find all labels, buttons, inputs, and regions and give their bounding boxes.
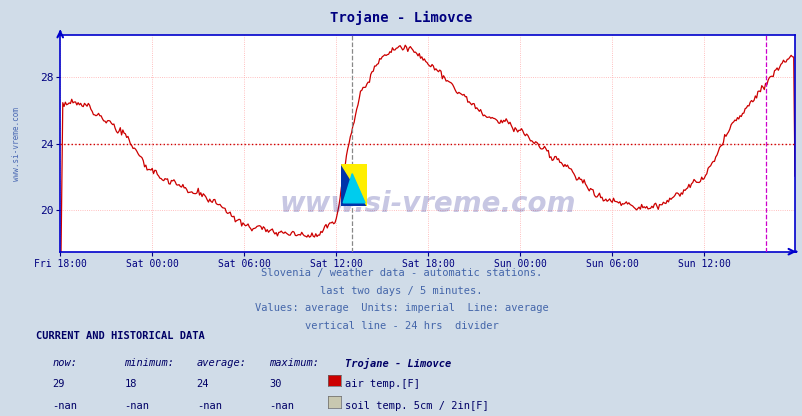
Text: soil temp. 5cm / 2in[F]: soil temp. 5cm / 2in[F] [345,401,488,411]
Text: Trojane - Limovce: Trojane - Limovce [345,358,451,369]
Text: now:: now: [52,358,77,368]
Text: Slovenia / weather data - automatic stations.: Slovenia / weather data - automatic stat… [261,268,541,278]
Text: last two days / 5 minutes.: last two days / 5 minutes. [320,286,482,296]
Text: air temp.[F]: air temp.[F] [345,379,419,389]
Text: 29: 29 [52,379,65,389]
Text: -nan: -nan [124,401,149,411]
Text: minimum:: minimum: [124,358,174,368]
Text: 30: 30 [269,379,282,389]
Text: 18: 18 [124,379,137,389]
Text: CURRENT AND HISTORICAL DATA: CURRENT AND HISTORICAL DATA [36,331,205,341]
Text: -nan: -nan [196,401,221,411]
Text: Trojane - Limovce: Trojane - Limovce [330,10,472,25]
Text: average:: average: [196,358,246,368]
Text: -nan: -nan [269,401,294,411]
Text: www.si-vreme.com: www.si-vreme.com [279,190,575,218]
Polygon shape [341,164,367,206]
Text: 24: 24 [196,379,209,389]
Polygon shape [342,174,365,203]
Text: maximum:: maximum: [269,358,318,368]
Text: -nan: -nan [52,401,77,411]
Text: www.si-vreme.com: www.si-vreme.com [11,106,21,181]
Text: Values: average  Units: imperial  Line: average: Values: average Units: imperial Line: av… [254,303,548,313]
Polygon shape [341,164,367,206]
Text: vertical line - 24 hrs  divider: vertical line - 24 hrs divider [304,321,498,331]
